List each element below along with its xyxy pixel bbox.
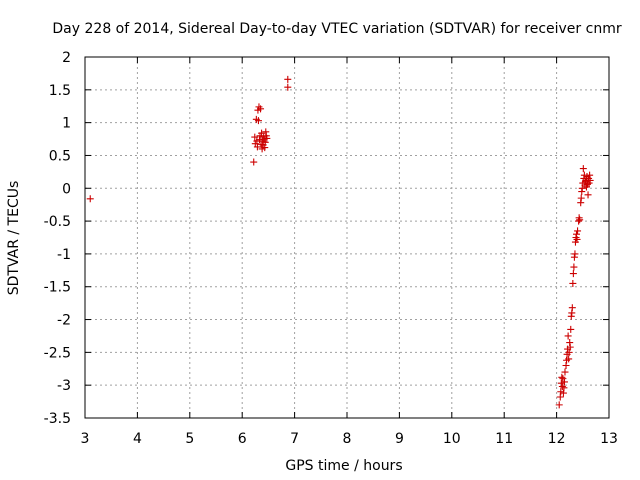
x-tick-label: 7: [290, 431, 299, 447]
data-point: [576, 216, 584, 224]
x-tick-label: 4: [133, 431, 142, 447]
x-tick-label: 6: [238, 431, 247, 447]
y-tick-label: 0.5: [49, 148, 71, 164]
grid: [85, 57, 609, 418]
data-point: [558, 373, 566, 381]
x-tick-label: 5: [185, 431, 194, 447]
data-point: [560, 378, 568, 386]
data-point: [565, 355, 573, 363]
data-point: [254, 117, 262, 125]
data-point: [559, 375, 567, 383]
x-tick-label: 11: [495, 431, 513, 447]
data-point: [258, 129, 266, 137]
data-point: [570, 263, 578, 271]
data-series: [86, 75, 594, 409]
y-axis: 2 1.5 1 0.5 0 -0.5 -1 -1.5 -2 -2.5 -3 -3.5: [44, 50, 609, 427]
y-axis-label: SDTVAR / TECUs: [6, 181, 22, 296]
data-point: [564, 332, 572, 340]
data-point: [257, 105, 265, 113]
y-tick-label: -2.5: [44, 345, 71, 361]
data-point: [284, 83, 292, 91]
x-tick-label: 13: [600, 431, 618, 447]
y-tick-label: -1: [57, 247, 71, 263]
y-tick-label: -3: [57, 378, 71, 394]
data-point: [251, 133, 259, 141]
data-point: [579, 165, 587, 173]
x-axis-label: GPS time / hours: [285, 458, 402, 474]
data-point: [584, 191, 592, 199]
y-tick-label: -2: [57, 313, 71, 329]
data-point: [263, 134, 271, 142]
y-tick-label: -0.5: [44, 214, 71, 230]
data-point: [568, 304, 576, 312]
x-axis: 3 4 5 6 7 8 9 10 11 12 13: [81, 57, 618, 447]
y-tick-label: 1: [62, 116, 71, 132]
x-tick-label: 9: [395, 431, 404, 447]
data-point: [566, 343, 574, 351]
data-point: [569, 279, 577, 287]
y-tick-label: -1.5: [44, 280, 71, 296]
data-point: [577, 194, 585, 202]
data-point: [565, 348, 573, 356]
data-point: [560, 384, 568, 392]
y-tick-label: 1.5: [49, 83, 71, 99]
x-tick-label: 3: [81, 431, 90, 447]
data-point: [284, 75, 292, 83]
data-point: [557, 379, 565, 387]
x-tick-label: 8: [343, 431, 352, 447]
x-tick-label: 12: [548, 431, 566, 447]
data-point: [571, 250, 579, 258]
data-point: [586, 176, 594, 184]
y-tick-label: 2: [62, 50, 71, 66]
data-point: [250, 158, 258, 166]
data-point: [573, 235, 581, 243]
data-point: [261, 138, 269, 146]
data-point: [574, 227, 582, 235]
data-point: [569, 270, 577, 278]
x-tick-label: 10: [443, 431, 461, 447]
y-tick-label: -3.5: [44, 411, 71, 427]
data-point: [561, 368, 569, 376]
data-point: [253, 143, 261, 151]
data-point: [558, 382, 566, 390]
data-point: [567, 325, 575, 333]
data-point: [584, 180, 592, 188]
data-point: [555, 401, 563, 409]
data-point: [86, 195, 94, 203]
y-tick-label: 0: [62, 181, 71, 197]
chart-title: Day 228 of 2014, Sidereal Day-to-day VTE…: [52, 21, 621, 37]
